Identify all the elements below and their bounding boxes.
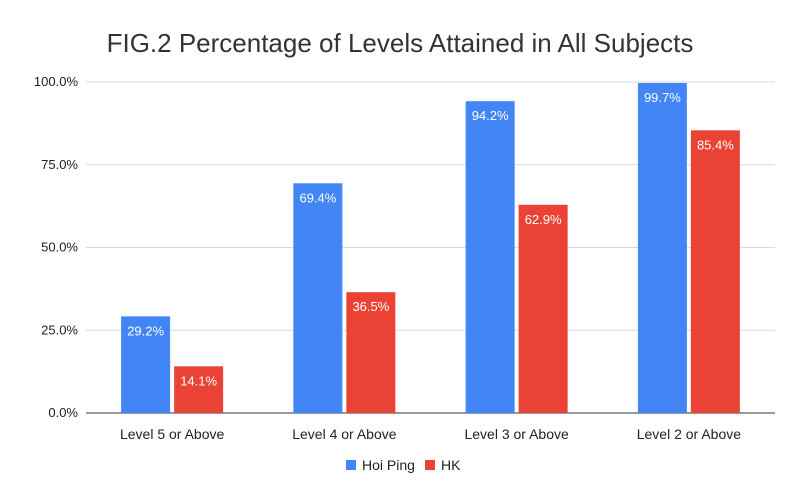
bar-hk (174, 366, 224, 413)
legend-swatch (346, 460, 356, 470)
x-category-label: Level 2 or Above (637, 426, 742, 442)
bar-data-label: 36.5% (352, 299, 389, 314)
bar-hoi-ping (293, 183, 343, 413)
bar-hk (346, 292, 396, 413)
bar-data-label: 29.2% (127, 323, 164, 338)
y-tick-label: 50.0% (41, 240, 78, 255)
bar-data-label: 94.2% (472, 108, 509, 123)
x-category-label: Level 3 or Above (464, 426, 569, 442)
chart-title: FIG.2 Percentage of Levels Attained in A… (107, 28, 694, 58)
bar-data-label: 62.9% (525, 212, 562, 227)
legend-swatch (425, 460, 435, 470)
bar-hoi-ping (121, 316, 171, 413)
y-tick-label: 100.0% (34, 74, 79, 89)
bar-hoi-ping (465, 101, 515, 413)
y-tick-label: 0.0% (48, 405, 78, 420)
y-tick-label: 25.0% (41, 322, 78, 337)
legend-label: Hoi Ping (362, 457, 415, 473)
bar-hk (690, 130, 740, 414)
bar-data-label: 85.4% (697, 137, 734, 152)
bar-data-label: 69.4% (299, 190, 336, 205)
x-category-label: Level 4 or Above (292, 426, 397, 442)
bar-data-label: 99.7% (644, 90, 681, 105)
x-category-label: Level 5 or Above (120, 426, 225, 442)
bar-hk (518, 204, 568, 413)
bar-data-label: 14.1% (180, 373, 217, 388)
bar-hoi-ping (637, 82, 687, 414)
legend-label: HK (441, 457, 461, 473)
y-tick-label: 75.0% (41, 157, 78, 172)
